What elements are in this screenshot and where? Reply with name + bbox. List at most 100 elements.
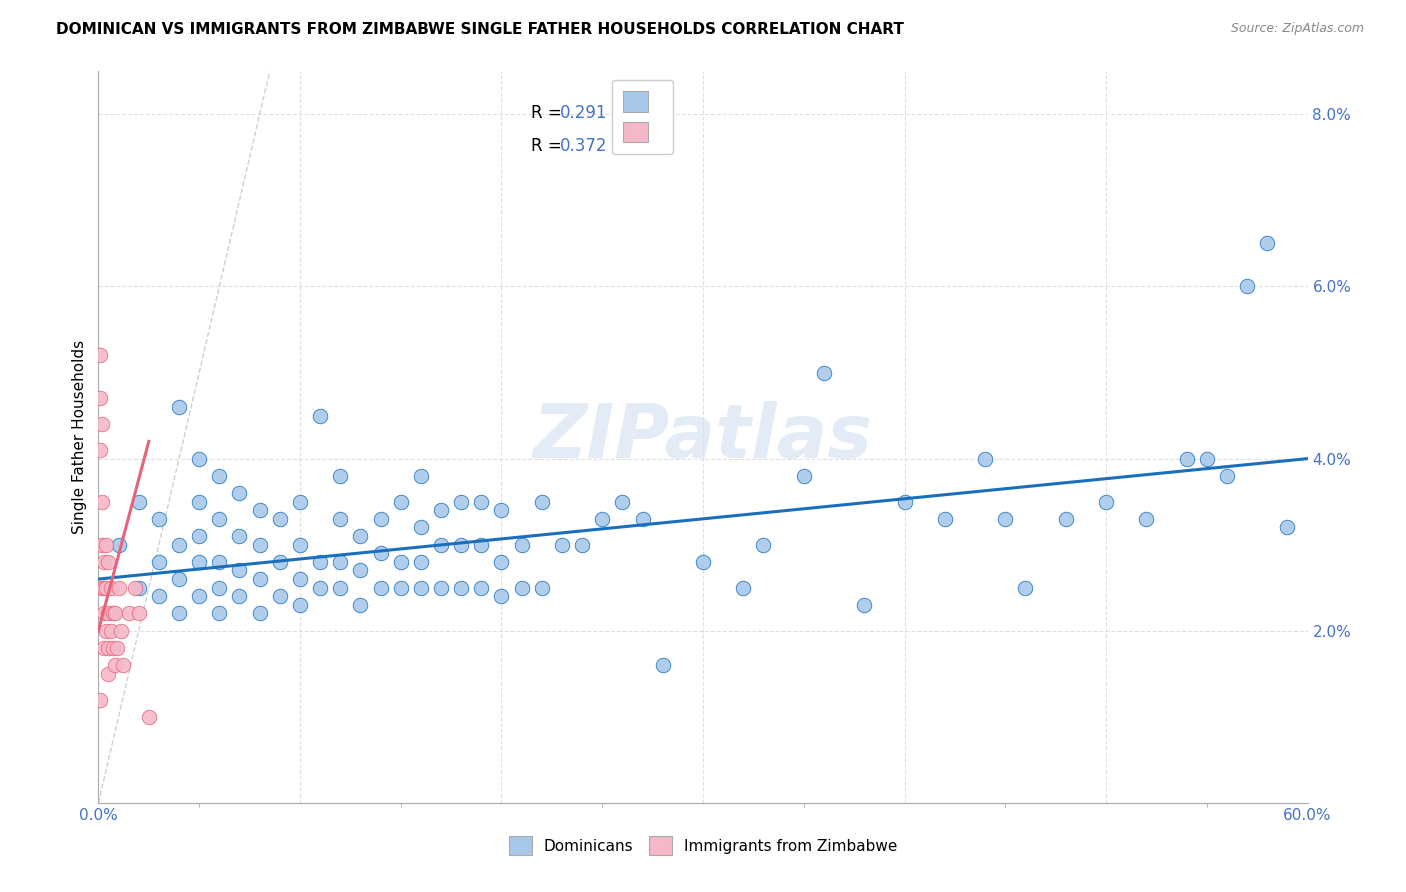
Point [288, 572, 311, 586]
Text: N =: N = [602, 103, 648, 121]
Point [651, 658, 673, 673]
Point [89, 392, 111, 406]
Point [1175, 451, 1198, 466]
Point [974, 451, 997, 466]
Text: R =: R = [531, 137, 567, 155]
Point [97, 666, 120, 681]
Text: Source: ZipAtlas.com: Source: ZipAtlas.com [1230, 22, 1364, 36]
Text: 0.372: 0.372 [561, 137, 607, 155]
Point [1195, 451, 1218, 466]
Point [249, 503, 271, 517]
Point [934, 512, 956, 526]
Point [103, 607, 125, 621]
Point [148, 555, 170, 569]
Point [167, 607, 190, 621]
Point [269, 589, 291, 603]
Point [110, 624, 132, 638]
Text: DOMINICAN VS IMMIGRANTS FROM ZIMBABWE SINGLE FATHER HOUSEHOLDS CORRELATION CHART: DOMINICAN VS IMMIGRANTS FROM ZIMBABWE SI… [56, 22, 904, 37]
Point [491, 503, 513, 517]
Point [101, 640, 124, 655]
Point [188, 451, 211, 466]
Point [470, 581, 492, 595]
Point [1054, 512, 1077, 526]
Point [389, 494, 412, 508]
Point [409, 555, 432, 569]
Point [893, 494, 915, 508]
Point [249, 572, 271, 586]
Point [1095, 494, 1118, 508]
Point [994, 512, 1017, 526]
Point [389, 581, 412, 595]
Text: ZIPatlas: ZIPatlas [533, 401, 873, 474]
Point [167, 572, 190, 586]
Point [124, 581, 146, 595]
Point [288, 598, 311, 612]
Point [228, 589, 250, 603]
Point [1135, 512, 1157, 526]
Point [370, 581, 392, 595]
Point [208, 512, 231, 526]
Point [329, 468, 352, 483]
Point [103, 658, 125, 673]
Point [249, 538, 271, 552]
Point [733, 581, 755, 595]
Point [89, 692, 111, 706]
Point [118, 607, 141, 621]
Point [111, 658, 134, 673]
Point [188, 494, 211, 508]
Point [491, 589, 513, 603]
Point [1256, 236, 1278, 251]
Point [530, 581, 553, 595]
Point [551, 538, 574, 552]
Point [309, 409, 332, 423]
Point [409, 468, 432, 483]
Point [105, 640, 128, 655]
Point [96, 538, 118, 552]
Point [288, 494, 311, 508]
Point [430, 503, 453, 517]
Point [450, 581, 472, 595]
Point [148, 589, 170, 603]
Point [91, 581, 114, 595]
Point [167, 400, 190, 414]
Point [329, 512, 352, 526]
Text: 97: 97 [641, 103, 665, 121]
Point [91, 417, 114, 432]
Point [370, 546, 392, 560]
Point [249, 607, 271, 621]
Point [309, 555, 332, 569]
Point [349, 564, 371, 578]
Point [96, 624, 118, 638]
Point [93, 607, 115, 621]
Point [148, 512, 170, 526]
Y-axis label: Single Father Households: Single Father Households [72, 340, 87, 534]
Point [228, 486, 250, 500]
Point [409, 520, 432, 534]
Point [752, 538, 775, 552]
Point [93, 640, 115, 655]
Point [591, 512, 613, 526]
Point [107, 581, 129, 595]
Point [389, 555, 412, 569]
Point [288, 538, 311, 552]
Point [309, 581, 332, 595]
Point [167, 538, 190, 552]
Point [97, 607, 120, 621]
Point [349, 598, 371, 612]
Point [107, 538, 129, 552]
Point [89, 442, 111, 457]
Point [269, 512, 291, 526]
Point [1014, 581, 1036, 595]
Point [409, 581, 432, 595]
Point [510, 581, 533, 595]
Point [208, 555, 231, 569]
Point [470, 494, 492, 508]
Point [208, 581, 231, 595]
Point [571, 538, 593, 552]
Point [100, 624, 122, 638]
Point [470, 538, 492, 552]
Point [228, 529, 250, 543]
Point [97, 640, 120, 655]
Point [96, 581, 118, 595]
Point [128, 607, 150, 621]
